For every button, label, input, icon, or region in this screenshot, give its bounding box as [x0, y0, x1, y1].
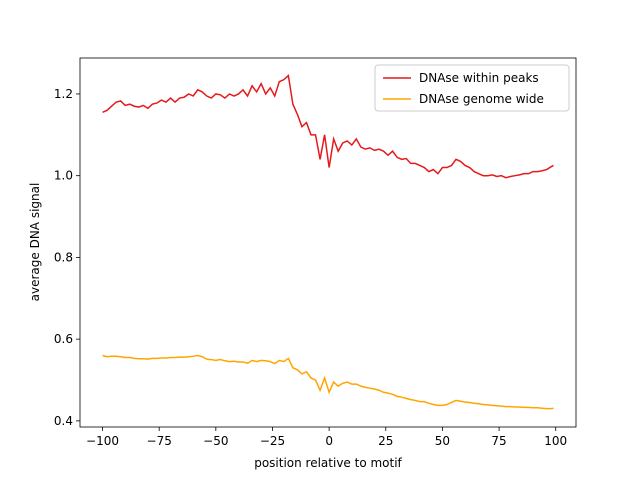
x-tick-label: −75 — [147, 434, 172, 448]
legend-label: DNAse within peaks — [419, 71, 539, 85]
y-tick-label: 0.6 — [54, 332, 73, 346]
x-tick-label: 25 — [378, 434, 393, 448]
data-line — [102, 74, 554, 179]
data-line — [102, 354, 554, 410]
x-tick-label: 75 — [491, 434, 506, 448]
x-tick-label: 0 — [325, 434, 333, 448]
y-tick-label: 0.8 — [54, 250, 73, 264]
legend-box — [374, 64, 570, 112]
x-tick-label: −25 — [260, 434, 285, 448]
y-tick-label: 1.2 — [54, 87, 73, 101]
x-tick-label: −50 — [203, 434, 228, 448]
y-tick-label: 0.4 — [54, 414, 73, 428]
legend-label: DNAse genome wide — [419, 92, 544, 106]
x-tick-label: −100 — [86, 434, 119, 448]
x-axis-label: position relative to motif — [254, 456, 402, 470]
y-tick-label: 1.0 — [54, 169, 73, 183]
y-axis-label: average DNA signal — [28, 183, 42, 302]
x-tick-label: 100 — [544, 434, 567, 448]
x-tick-label: 50 — [435, 434, 450, 448]
axes-frame — [79, 57, 577, 428]
